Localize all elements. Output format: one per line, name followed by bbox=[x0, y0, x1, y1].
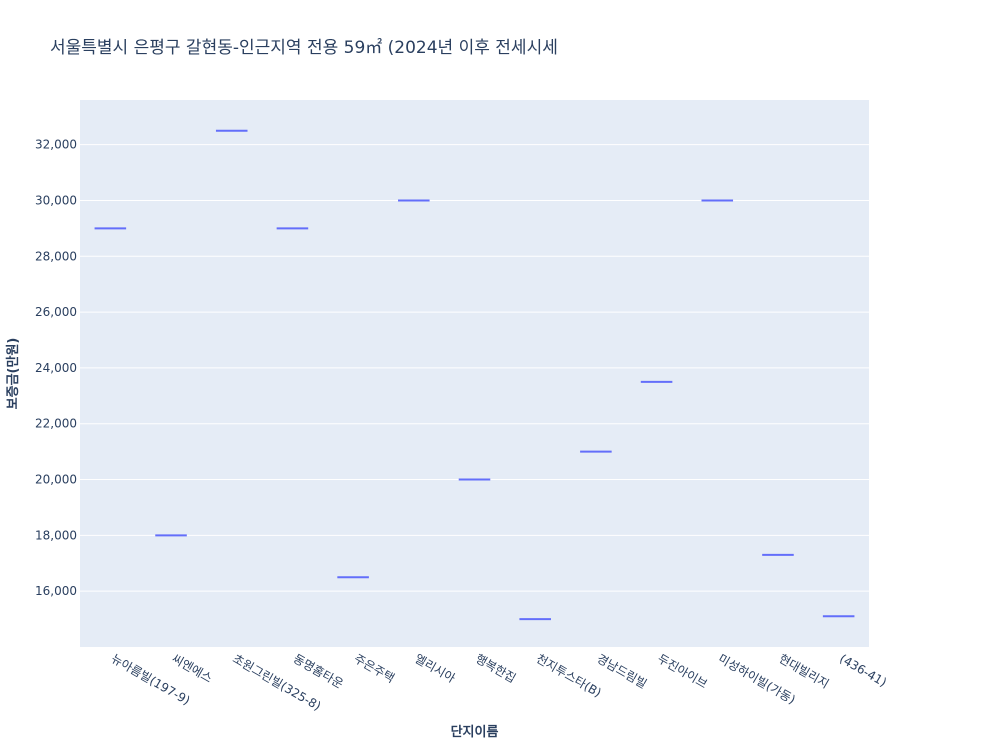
y-tick-label: 18,000 bbox=[35, 528, 77, 542]
x-axis-title: 단지이름 bbox=[451, 724, 499, 740]
plot-area bbox=[80, 100, 869, 647]
x-tick-label: 두진아이브 bbox=[655, 651, 710, 691]
y-tick-label: 22,000 bbox=[35, 417, 77, 431]
x-tick-label: 동명홈타운 bbox=[291, 651, 346, 691]
x-tick-label: 주은주택 bbox=[352, 651, 397, 685]
y-tick-label: 20,000 bbox=[35, 473, 77, 487]
y-tick-label: 28,000 bbox=[35, 249, 77, 263]
y-axis-ticks: 16,000 18,000 20,000 22,000 24,000 26,000 28,0… bbox=[35, 138, 77, 599]
grid-lines bbox=[80, 144, 869, 592]
x-tick-label: 현대빌리지 bbox=[776, 651, 831, 691]
x-tick-label: 씨엔에스 bbox=[170, 651, 215, 685]
chart-title: 서울특별시 은평구 갈현동-인근지역 전용 59㎡ (2024년 이후 전세시세 bbox=[50, 38, 558, 58]
x-axis-ticks: 뉴아름빌(197-9)씨엔에스 초원그린빌(325-8)동명홈타운 주은주택 엘리시아… bbox=[109, 651, 889, 714]
x-tick-label: 경남드림빌 bbox=[594, 651, 649, 691]
x-tick-label: 엘리시아 bbox=[412, 651, 457, 685]
y-tick-label: 30,000 bbox=[35, 193, 77, 207]
y-tick-label: 26,000 bbox=[35, 305, 77, 319]
y-axis-title: 보증금(만원) bbox=[5, 338, 21, 410]
y-tick-label: 16,000 bbox=[35, 584, 77, 598]
x-tick-label: 행복한집 bbox=[473, 651, 519, 686]
y-tick-label: 24,000 bbox=[35, 361, 77, 375]
x-tick-label: 천지투스타(B) bbox=[534, 651, 605, 700]
x-tick-label: (436-41) bbox=[837, 651, 889, 689]
data-marks bbox=[94, 129, 855, 621]
y-tick-label: 32,000 bbox=[35, 138, 77, 152]
